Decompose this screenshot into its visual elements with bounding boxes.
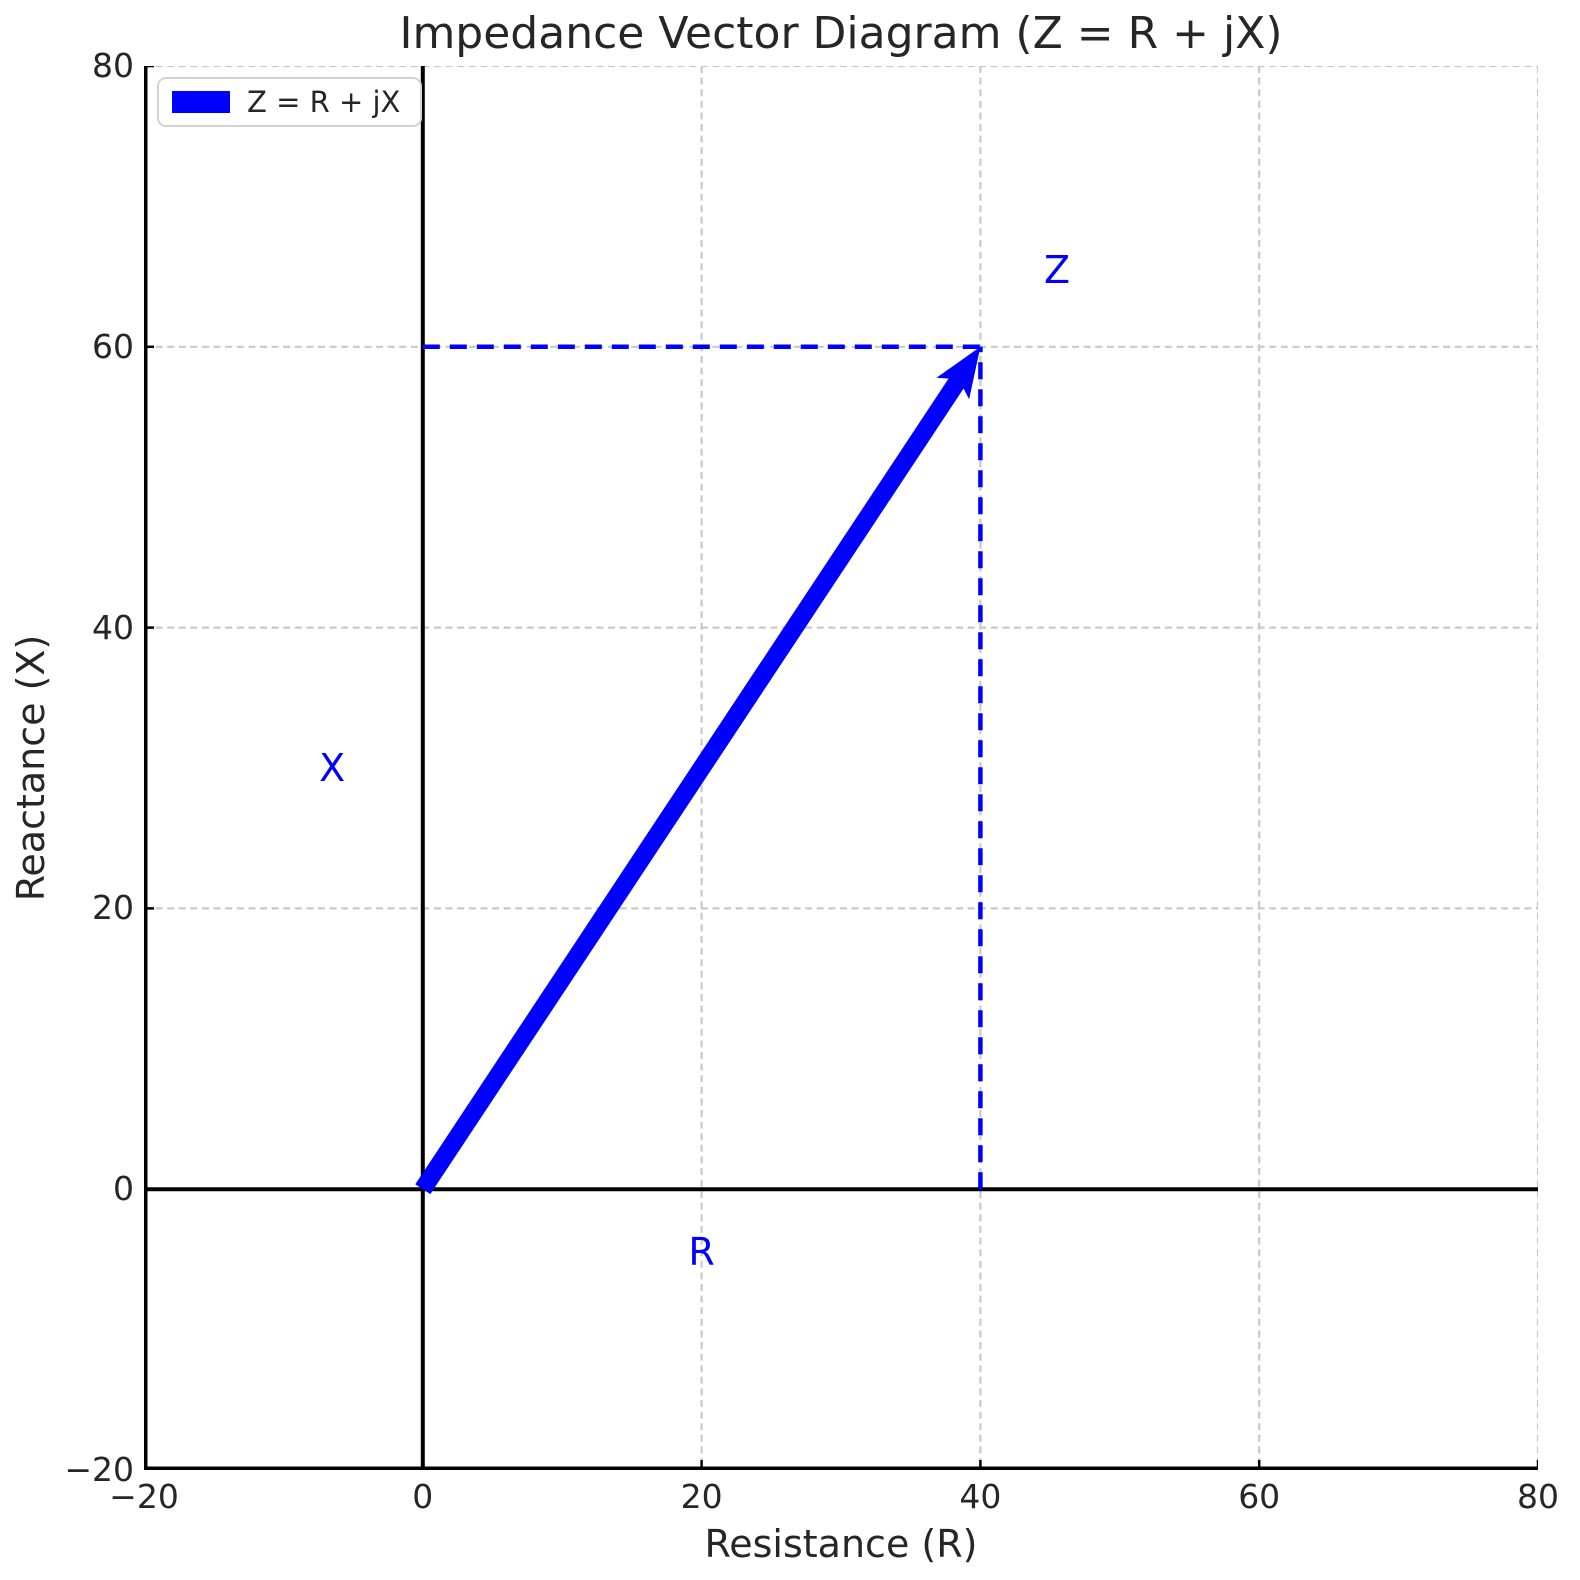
legend-swatch-icon [172, 91, 230, 113]
chart-title: Impedance Vector Diagram (Z = R + jX) [399, 8, 1283, 59]
x-tick-label: 40 [959, 1477, 1002, 1516]
y-tick-label: 20 [92, 888, 134, 928]
legend: Z = R + jX [157, 77, 423, 127]
x-tick-label: 60 [1238, 1477, 1281, 1516]
y-tick-label: −20 [64, 1450, 134, 1489]
annotation-z: Z [1044, 247, 1071, 292]
annotation-r: R [688, 1230, 715, 1275]
y-tick-label: 60 [92, 326, 134, 366]
x-axis-label: Resistance (R) [704, 1522, 978, 1566]
x-tick-label: 80 [1517, 1477, 1559, 1516]
y-tick-label: 40 [92, 607, 134, 647]
y-tick-label: 80 [92, 46, 134, 85]
plot-area: Z = R + jX [144, 66, 1538, 1470]
x-tick-label: −20 [109, 1477, 179, 1516]
legend-entry-label: Z = R + jX [247, 85, 401, 119]
y-axis-label: Reactance (X) [9, 634, 53, 902]
annotation-x: X [319, 746, 346, 790]
plot-canvas [144, 66, 1538, 1470]
impedance-vector-arrowhead [936, 346, 981, 400]
impedance-vector-shaft [415, 374, 967, 1195]
y-tick-label: 0 [113, 1169, 134, 1209]
x-tick-label: 20 [680, 1477, 723, 1516]
x-tick-label: 0 [412, 1477, 434, 1516]
